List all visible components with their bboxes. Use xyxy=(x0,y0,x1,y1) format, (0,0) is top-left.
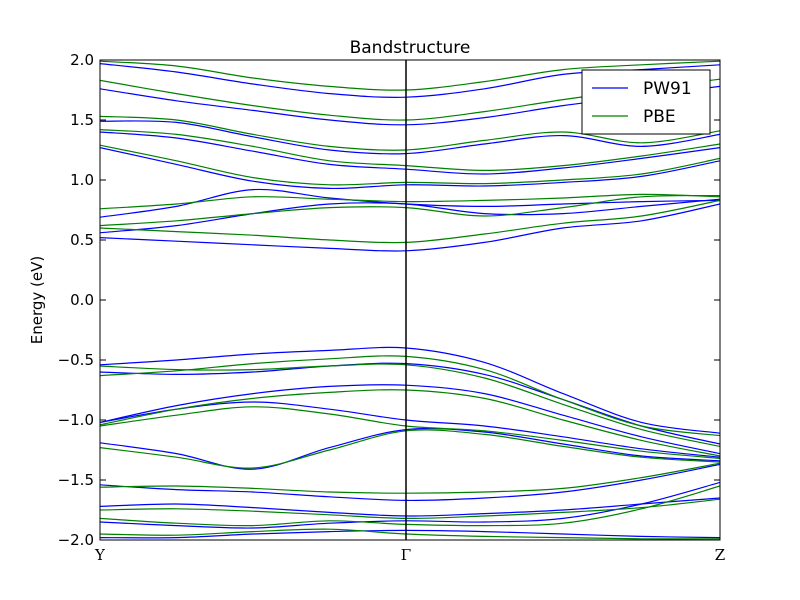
chart-title: Bandstructure xyxy=(350,38,471,58)
legend-label-pbe: PBE xyxy=(643,107,676,127)
y-tick-label: 1.5 xyxy=(70,111,94,129)
y-tick-label: −1.5 xyxy=(58,471,94,489)
y-tick-label: 0.5 xyxy=(70,231,94,249)
x-tick-label: Z xyxy=(715,546,725,564)
y-axis-label: Energy (eV) xyxy=(28,256,46,344)
x-tick-label: Γ xyxy=(401,546,411,564)
legend: PW91 PBE xyxy=(581,69,711,135)
legend-frame xyxy=(581,69,711,135)
y-tick-label: 0.0 xyxy=(70,291,94,309)
y-tick-label: −0.5 xyxy=(58,351,94,369)
y-axis-ticks: −2.0 −1.5 −1.0 −0.5 0.0 0.5 1.0 1.5 2.0 xyxy=(58,51,720,549)
x-tick-label: Y xyxy=(94,546,106,564)
y-tick-label: −2.0 xyxy=(58,531,94,549)
legend-label-pw91: PW91 xyxy=(643,79,692,99)
y-tick-label: 1.0 xyxy=(70,171,94,189)
y-tick-label: 2.0 xyxy=(70,51,94,69)
y-tick-label: −1.0 xyxy=(58,411,94,429)
